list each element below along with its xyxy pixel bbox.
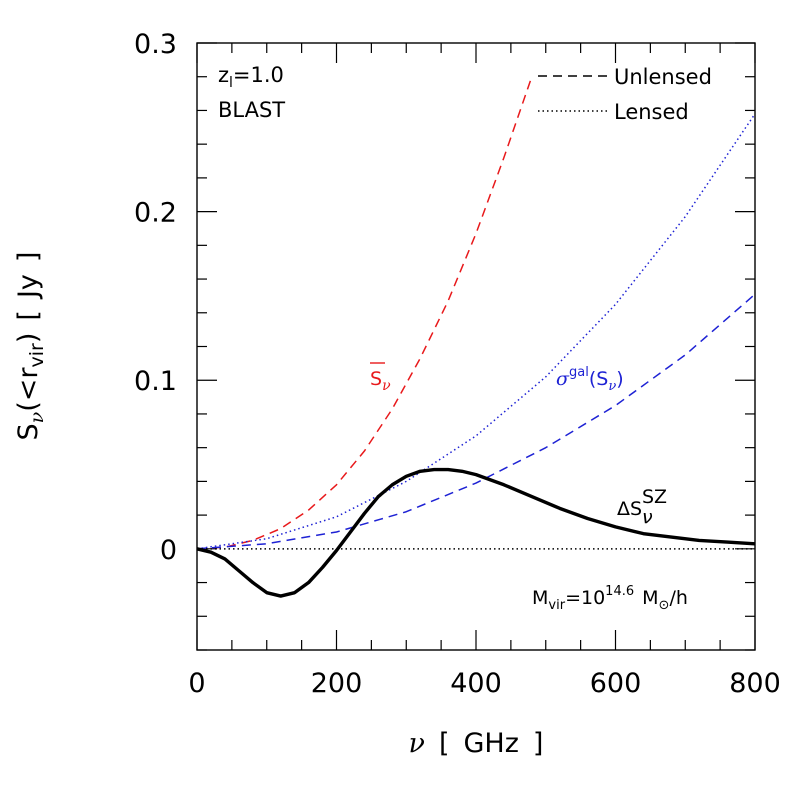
- legend-label-lensed: Lensed: [614, 100, 689, 124]
- legend: Unlensed Lensed: [538, 65, 712, 124]
- y-axis-title: Sν(<rvir)[Jy]: [13, 252, 48, 441]
- label-galaxy-sigma: σgal(Sν): [556, 365, 624, 394]
- x-tick-label: 800: [729, 668, 781, 699]
- series-galaxy-sigma-unlensed: [197, 293, 755, 550]
- x-axis-symbol: ν: [409, 728, 425, 759]
- series-sz-signal: [197, 467, 755, 598]
- y-tick-label: 0.3: [134, 29, 177, 60]
- label-mean-flux: Sν: [370, 362, 391, 394]
- y-tick-label: 0.2: [134, 198, 177, 229]
- tick-labels: 0 200 400 600 800 0 0.1 0.2 0.3: [134, 29, 781, 699]
- x-axis-title: ν[GHz]: [409, 728, 544, 759]
- svg-text:SZ: SZ: [642, 486, 667, 508]
- mass-label: Mvir=1014.6 M⊙/h: [532, 584, 688, 613]
- svg-text:ΔS: ΔS: [617, 498, 642, 520]
- svg-text:Sν: Sν: [370, 368, 391, 394]
- experiment-label: BLAST: [218, 98, 285, 122]
- label-sz-signal: ΔS ν SZ: [617, 486, 667, 528]
- series-layer: [197, 76, 755, 598]
- x-tick-label: 400: [450, 668, 502, 699]
- series-mean-flux-unlensed: [197, 76, 533, 550]
- x-tick-label: 200: [311, 668, 363, 699]
- series-galaxy-sigma-lensed: [197, 113, 755, 550]
- svg-text:ν: ν: [642, 506, 653, 528]
- axis-ticks: [196, 42, 756, 651]
- x-tick-label: 600: [590, 668, 642, 699]
- x-tick-label: 0: [188, 668, 205, 699]
- redshift-label: zl=1.0: [218, 63, 284, 91]
- legend-label-unlensed: Unlensed: [614, 65, 712, 89]
- y-tick-label: 0.1: [134, 366, 177, 397]
- plot-frame: [196, 42, 756, 651]
- y-tick-label: 0: [160, 535, 177, 566]
